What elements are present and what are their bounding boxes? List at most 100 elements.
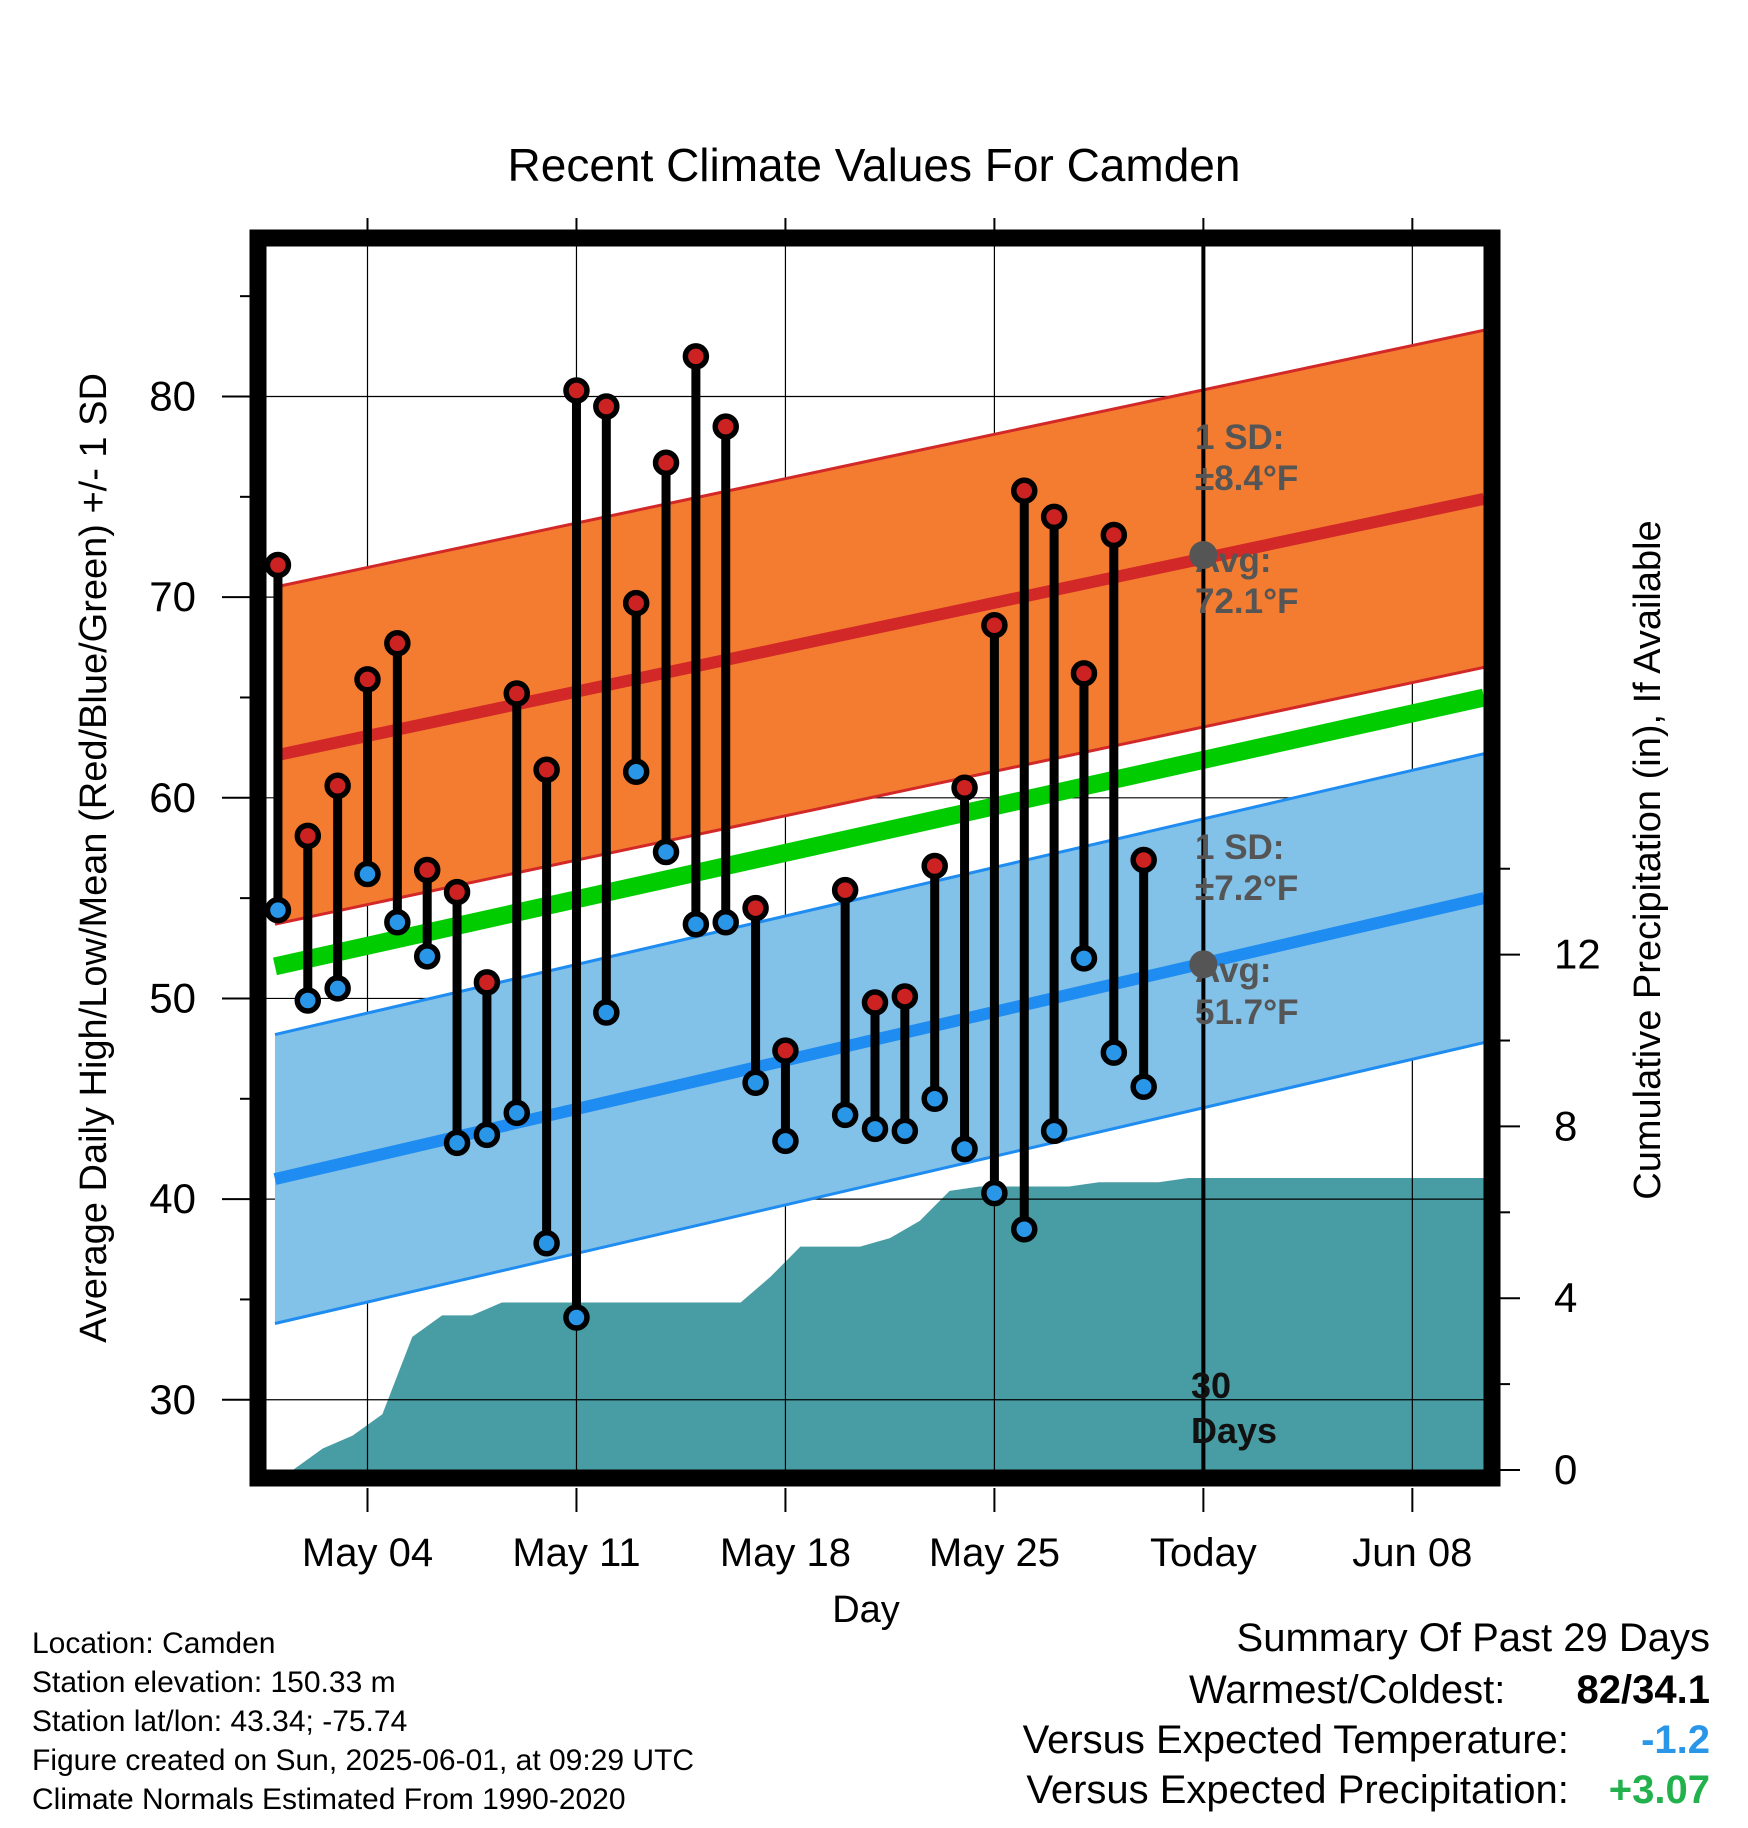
high-point-8 (473, 969, 501, 996)
x-tick-label-0: May 04 (302, 1531, 433, 1575)
days-word: Days (1191, 1410, 1277, 1451)
today-avg-low-marker (1189, 950, 1218, 979)
low-point-17 (742, 1069, 769, 1096)
normals-text: Climate Normals Estimated From 1990-2020 (32, 1783, 626, 1816)
warm-cold-label: Warmest/Coldest: (1189, 1668, 1506, 1712)
latlon-text: Station lat/lon: 43.34; -75.74 (32, 1705, 408, 1738)
high-point-29 (1100, 521, 1128, 549)
precip-area (292, 1177, 1484, 1470)
band-edge-0 (274, 328, 1484, 589)
y2-tick-label-8: 8 (1554, 1102, 1577, 1149)
high-point-10 (533, 756, 560, 783)
summary-temp: Versus Expected Temperature: -1.2 (1023, 1718, 1710, 1763)
high-point-2 (294, 822, 322, 850)
axis-ticks (222, 218, 1520, 1512)
high-point-4 (354, 666, 381, 693)
low-point-21 (861, 1115, 889, 1143)
low-point-22 (891, 1117, 919, 1145)
y-tick-label-70: 70 (149, 573, 196, 620)
x-tick-label-5: Jun 08 (1352, 1531, 1472, 1575)
x-tick-label-1: May 11 (512, 1531, 640, 1575)
temp-anomaly-label: Versus Expected Temperature: (1022, 1718, 1569, 1762)
high-point-3 (324, 772, 351, 800)
high-point-28 (1070, 660, 1098, 687)
y2-tick-label-12: 12 (1554, 931, 1601, 978)
low-point-25 (981, 1179, 1008, 1207)
y2-tick-label-4: 4 (1554, 1274, 1577, 1321)
y2-tick-label-0: 0 (1554, 1446, 1577, 1493)
y-tick-label-50: 50 (149, 974, 196, 1021)
precip-anomaly-value: +3.07 (1608, 1768, 1710, 1812)
low-annotation: 1 SD: ±7.2°F Avg: 51.7°F (1195, 828, 1299, 1032)
low-point-28 (1070, 945, 1098, 972)
avg-high-label: Avg: (1195, 541, 1271, 580)
plot-frame (249, 229, 1501, 1487)
x-axis-label: Day (832, 1589, 900, 1631)
elevation-text: Station elevation: 150.33 m (32, 1666, 396, 1699)
low-point-11 (563, 1304, 590, 1331)
days-count: 30 (1191, 1365, 1231, 1406)
band-edge-3 (274, 1041, 1484, 1325)
summary-precip: Versus Expected Precipitation: +3.07 (1026, 1768, 1710, 1813)
daily-points (266, 343, 1157, 1331)
band-edge-1 (274, 665, 1484, 926)
low-point-24 (951, 1135, 978, 1163)
normal-high-line (273, 492, 1484, 762)
high-point-17 (742, 894, 769, 922)
high-point-26 (1011, 477, 1038, 505)
daily-range-bars (273, 356, 1149, 1318)
y-tick-label-80: 80 (149, 372, 196, 419)
y-tick-label-30: 30 (149, 1376, 196, 1423)
high-point-22 (891, 983, 919, 1010)
low-point-18 (772, 1127, 799, 1155)
low-point-1 (266, 896, 292, 924)
high-point-27 (1040, 503, 1068, 531)
high-point-24 (951, 774, 978, 802)
high-point-25 (981, 611, 1008, 639)
low-point-8 (473, 1121, 501, 1149)
days-annotation: 30 Days (1191, 1365, 1277, 1451)
high-point-20 (831, 876, 859, 904)
station-info: Location: Camden Station elevation: 150.… (32, 1624, 694, 1819)
low-point-16 (712, 908, 739, 936)
y-tick-label-60: 60 (149, 774, 196, 821)
high-point-9 (503, 680, 531, 707)
high-point-18 (772, 1037, 799, 1064)
summary-title: Summary Of Past 29 Days (1236, 1616, 1710, 1660)
sd-low-label: 1 SD: (1195, 828, 1284, 867)
normal-mean-line (273, 688, 1484, 976)
high-point-12 (593, 393, 620, 420)
high-point-6 (413, 856, 441, 884)
low-point-12 (593, 999, 620, 1026)
y-axis-label: Average Daily High/Low/Mean (Red/Blue/Gr… (73, 373, 115, 1343)
avg-low-label: Avg: (1195, 951, 1271, 990)
low-point-23 (921, 1085, 948, 1113)
low-point-15 (682, 910, 710, 938)
low-point-2 (294, 987, 322, 1014)
chart-title: Recent Climate Values For Camden (507, 139, 1241, 191)
y2-axis-label: Cumulative Precipitation (in), If Availa… (1627, 520, 1669, 1199)
low-point-6 (413, 943, 441, 970)
avg-high-value: 72.1°F (1195, 582, 1299, 621)
low-point-20 (831, 1101, 859, 1129)
high-point-15 (682, 343, 710, 370)
low-point-4 (354, 860, 381, 888)
high-point-30 (1130, 846, 1157, 874)
today-avg-high-marker (1189, 541, 1218, 570)
low-point-7 (443, 1129, 471, 1157)
precip-anomaly-label: Versus Expected Precipitation: (1026, 1768, 1569, 1812)
low-point-30 (1130, 1073, 1157, 1100)
low-point-3 (324, 975, 351, 1002)
low-point-29 (1100, 1039, 1128, 1066)
high-point-11 (563, 377, 590, 404)
low-point-5 (384, 908, 411, 936)
sd-high-label: 1 SD: (1195, 418, 1284, 457)
low-point-13 (622, 758, 650, 785)
high-annotation: 1 SD: ±8.4°F Avg: 72.1°F (1195, 418, 1299, 621)
created-text: Figure created on Sun, 2025-06-01, at 09… (32, 1744, 695, 1777)
low-point-14 (652, 838, 680, 866)
x-tick-label-2: May 18 (720, 1531, 851, 1575)
sd-high-value: ±8.4°F (1195, 459, 1298, 498)
